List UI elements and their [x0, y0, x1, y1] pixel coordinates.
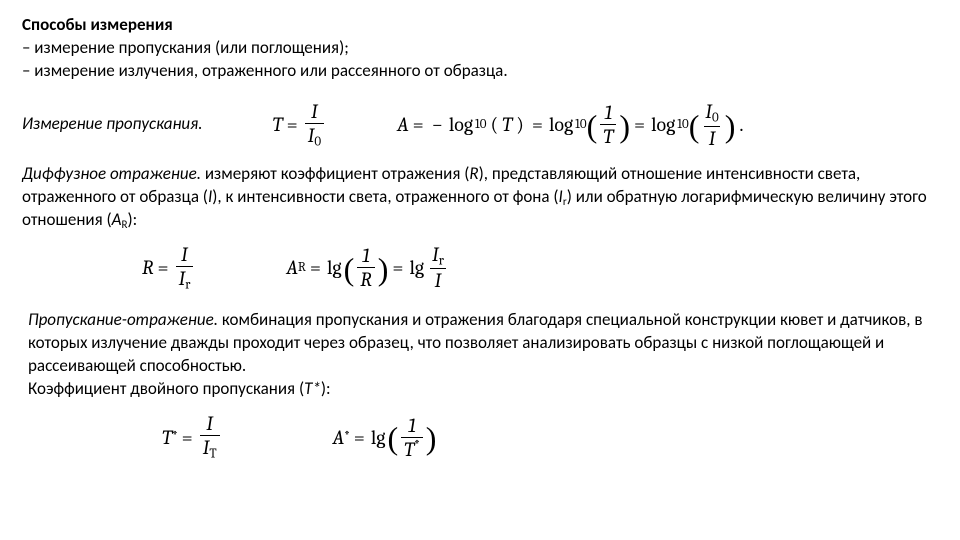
formula-AR: AR = lg ( 1 R ) = lg Ir I — [286, 244, 450, 292]
eqAR2: = — [392, 254, 403, 281]
s2a: измеряют коэффициент отражения ( — [201, 163, 469, 184]
eq3: = — [532, 111, 543, 138]
eq2: = — [413, 111, 424, 138]
eqR: = — [157, 254, 168, 281]
varAstar: A — [333, 424, 345, 451]
varARsub: R — [298, 259, 306, 277]
denTs: T — [404, 438, 414, 461]
lg3: lg — [371, 424, 386, 451]
eq: = — [287, 111, 298, 138]
log3sub: 10 — [677, 116, 688, 134]
frac-I-I0: I I0 — [305, 101, 324, 149]
s3b: ): — [321, 378, 331, 399]
formula-Astar: A* = lg ( 1 T* ) — [333, 413, 437, 461]
s3a: Коэффициент двойного пропускания ( — [28, 378, 304, 399]
lg2: lg — [409, 254, 424, 281]
Astarsup: * — [344, 428, 350, 446]
section-diffuse: Диффузное отражение. измеряют коэффициен… — [22, 163, 938, 232]
denTsStar: * — [414, 438, 420, 453]
denT: T — [600, 124, 616, 147]
eqTstar: = — [182, 424, 193, 451]
denITsub: T — [209, 446, 216, 461]
num-I: I — [311, 100, 318, 123]
frac-I-IT: I IT — [200, 413, 220, 461]
frac-1-Tstar: 1 T* — [401, 415, 423, 460]
formula-Tstar: T* = I IT — [162, 413, 223, 461]
section-transflectance: Пропускание-отражение. комбинация пропус… — [22, 309, 938, 401]
dot1: . — [739, 111, 743, 138]
log3: log — [651, 111, 675, 138]
num1Ts: 1 — [404, 415, 420, 437]
numIr2sub: r — [439, 253, 444, 268]
log2sub: 10 — [575, 116, 586, 134]
varTstar: T — [162, 424, 172, 451]
formula-T: T = I I0 — [273, 101, 328, 149]
eq4: = — [634, 111, 645, 138]
log2: log — [549, 111, 573, 138]
log1: log — [449, 111, 473, 138]
formula-A: A = − log10 (T) = log10 ( 1 T ) = log10 … — [397, 101, 747, 149]
formulas-diffuse: R = I Ir AR = lg ( 1 R ) = lg Ir I — [22, 244, 938, 292]
bullet-2: – измерение излучения, отраженного или р… — [22, 60, 938, 83]
num1R: 1 — [358, 245, 374, 267]
eqAstar: = — [354, 424, 365, 451]
varR: R — [142, 254, 153, 281]
denIrsub: r — [185, 277, 190, 292]
frac-I-Ir: I Ir — [176, 244, 194, 292]
bullet-1: – измерение пропускания (или поглощения)… — [22, 37, 938, 60]
s2R: R — [469, 163, 478, 184]
frac-1-T: 1 T — [600, 102, 616, 147]
formulas-transflectance: T* = I IT A* = lg ( 1 T* ) — [22, 413, 938, 461]
minus: − — [432, 111, 443, 138]
heading: Способы измерения — [22, 14, 938, 37]
section1-title: Измерение пропускания. — [22, 113, 203, 136]
log1sub: 10 — [475, 116, 486, 134]
formula-R: R = I Ir — [142, 244, 196, 292]
den-I0sub: 0 — [314, 134, 321, 149]
frac-I0-I: I0 I — [702, 101, 721, 149]
num1: 1 — [600, 102, 616, 124]
heading-text: Способы измерения — [22, 14, 173, 35]
numI0sub: 0 — [712, 110, 719, 125]
numI0: I — [705, 100, 712, 123]
numIr1: I — [176, 244, 192, 266]
s3star: * — [312, 378, 320, 399]
frac-Ir-I: Ir I — [429, 244, 447, 292]
T-in: T — [502, 111, 512, 138]
s2AR: A — [112, 209, 122, 230]
section-transmission: Измерение пропускания. T = I I0 A = − lo… — [22, 101, 938, 149]
numITop: I — [202, 413, 218, 435]
s2e: ): — [128, 209, 138, 230]
var-T: T — [273, 111, 283, 138]
varAR: A — [286, 254, 298, 281]
denI: I — [704, 126, 720, 149]
var-A: A — [397, 111, 409, 138]
s2c: ), к интенсивности света, отраженного от… — [212, 186, 558, 207]
lg1: lg — [327, 254, 342, 281]
numIr2: I — [432, 243, 439, 266]
Tstarsup: * — [172, 428, 178, 446]
section3-title: Пропускание-отражение. — [28, 309, 218, 330]
frac-1-R: 1 R — [357, 245, 374, 290]
section2-title: Диффузное отражение. — [22, 163, 201, 184]
eqAR: = — [310, 254, 321, 281]
denI2: I — [430, 268, 446, 291]
denR: R — [357, 267, 374, 290]
